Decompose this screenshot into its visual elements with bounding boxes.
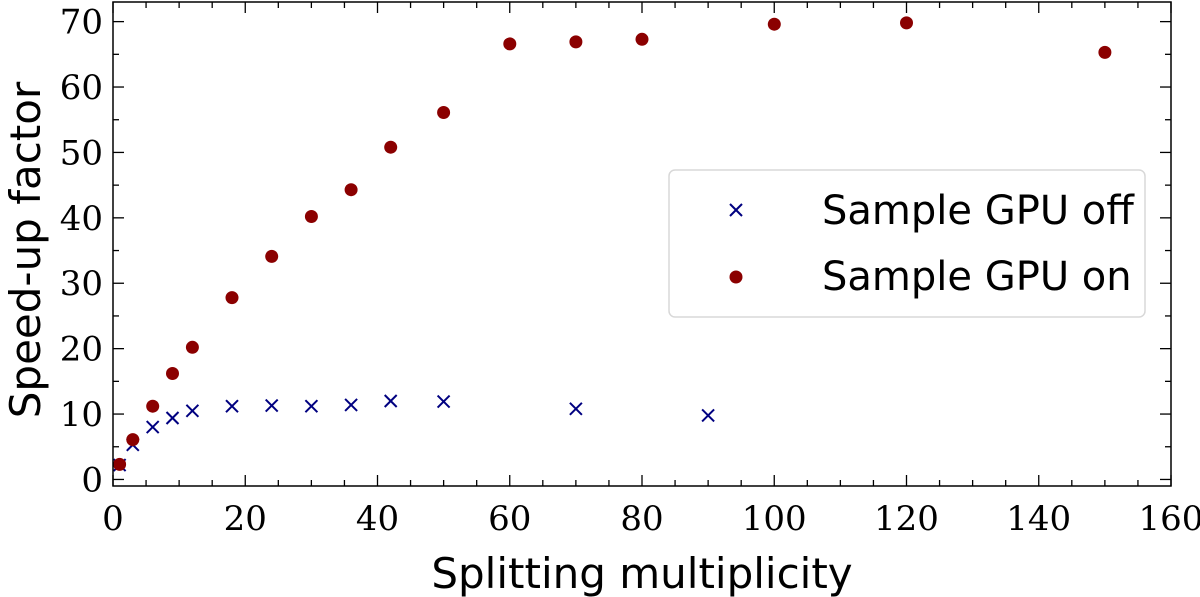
y-tick-label: 60 [60, 68, 103, 108]
ticks: 0 20 40 60 80 100 120 140 160 0 10 20 30 40 50 60 70 [60, 2, 1200, 539]
point-gpu-on [113, 457, 127, 471]
point-gpu-on [384, 140, 398, 154]
point-gpu-on [437, 106, 451, 119]
legend-label-gpu-on: Sample GPU on [822, 254, 1132, 300]
legend-box [668, 169, 1146, 318]
point-gpu-off [569, 402, 583, 416]
y-tick-label: 10 [60, 395, 103, 435]
point-gpu-on [503, 37, 517, 51]
legend-label-gpu-off: Sample GPU off [822, 188, 1135, 234]
point-gpu-on [304, 210, 318, 223]
point-gpu-on [146, 399, 160, 413]
point-gpu-off [165, 411, 180, 425]
legend: Sample GPU off Sample GPU on [668, 169, 1146, 318]
x-tick-label: 100 [742, 499, 807, 539]
legend-marker-gpu-on [729, 270, 743, 284]
x-tick-label: 160 [1139, 499, 1200, 539]
x-tick-label: 140 [1006, 499, 1071, 539]
y-axis-title: Speed-up factor [1, 81, 50, 418]
y-tick-label: 0 [81, 460, 103, 500]
point-gpu-off [344, 398, 358, 412]
x-tick-label: 120 [874, 499, 939, 539]
legend-marker-gpu-off [729, 203, 743, 217]
point-gpu-off [264, 398, 279, 413]
point-gpu-on [900, 16, 913, 30]
point-gpu-on [1098, 45, 1112, 59]
x-tick-label: 40 [356, 499, 399, 539]
point-gpu-on [569, 35, 583, 49]
point-gpu-off [145, 420, 160, 434]
point-gpu-on [265, 249, 279, 263]
x-tick-label: 60 [488, 499, 531, 539]
x-tick-label: 0 [102, 499, 124, 539]
point-gpu-off [436, 394, 451, 409]
data-points [112, 16, 1112, 472]
point-gpu-off [225, 399, 239, 413]
point-gpu-off [185, 404, 200, 418]
x-axis-title: Splitting multiplicity [431, 549, 852, 597]
y-tick-label: 70 [60, 3, 103, 43]
point-gpu-on [185, 340, 199, 354]
point-gpu-off [304, 399, 319, 413]
point-gpu-on [166, 367, 179, 380]
point-gpu-off [701, 408, 715, 423]
y-tick-label: 40 [60, 199, 103, 239]
plot-frame [112, 1, 1172, 487]
y-tick-label: 50 [60, 133, 103, 173]
point-gpu-off [383, 394, 398, 408]
y-tick-label: 30 [60, 264, 103, 304]
x-tick-label: 20 [224, 499, 267, 539]
y-tick-label: 20 [60, 330, 103, 370]
point-gpu-on [126, 433, 140, 447]
point-gpu-on [225, 291, 239, 305]
point-gpu-on [767, 17, 781, 31]
x-tick-label: 80 [620, 499, 663, 539]
point-gpu-on [344, 183, 358, 197]
point-gpu-on [635, 32, 649, 46]
